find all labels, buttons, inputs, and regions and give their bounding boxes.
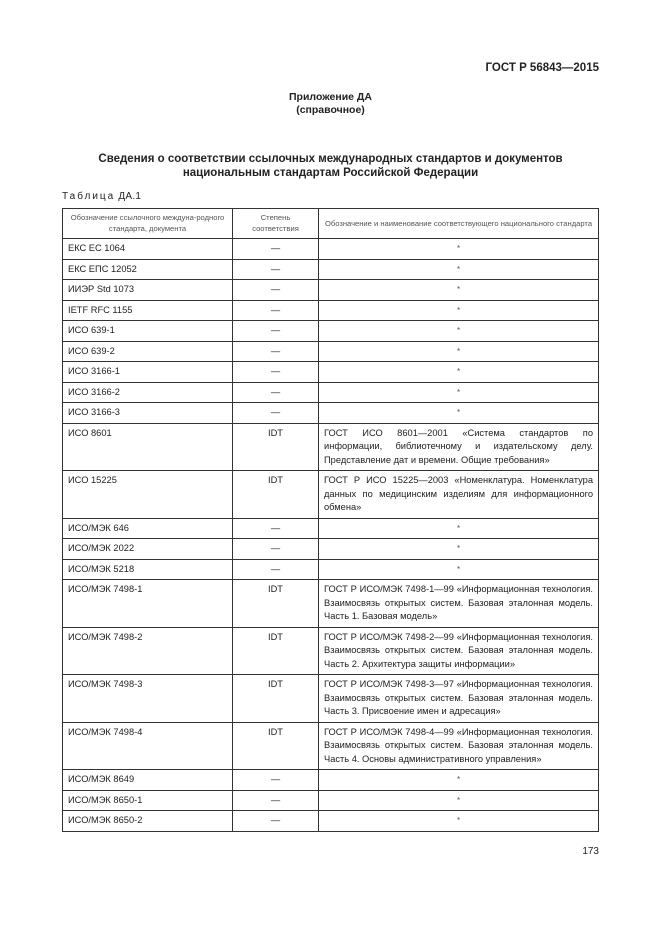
table-row: ЕКС ЕС 1064— * xyxy=(62,238,599,260)
degree-cell: — xyxy=(232,517,319,539)
degree-cell: — xyxy=(232,381,319,403)
national-standard-cell: * xyxy=(318,361,599,383)
table-row: ИСО/МЭК 2022— * xyxy=(62,538,599,560)
degree-cell: — xyxy=(232,402,319,424)
page-number: 173 xyxy=(582,846,599,857)
national-standard-cell: ГОСТ ИСО 8601—2001 «Система стандартов п… xyxy=(318,422,599,471)
table-caption-number: ДА.1 xyxy=(118,191,142,202)
table-row: ИСО 639-1— * xyxy=(62,320,599,342)
degree-cell: IDT xyxy=(232,721,319,770)
national-standard-cell: * xyxy=(318,299,599,321)
reference-cell: ЕКС ЕС 1064 xyxy=(62,238,233,260)
table-row: ЕКС ЕПС 12052— * xyxy=(62,258,599,280)
reference-cell: ИСО/МЭК 7498-1 xyxy=(62,579,233,628)
national-standard-cell: * xyxy=(318,279,599,301)
table-row: ИСО/МЭК 7498-3 IDT ГОСТ Р ИСО/МЭК 7498-3—9… xyxy=(62,674,599,723)
reference-cell: ИСО 3166-1 xyxy=(62,361,233,383)
degree-cell: — xyxy=(232,279,319,301)
national-standard-cell: * xyxy=(318,340,599,362)
degree-cell: — xyxy=(232,769,319,791)
reference-cell: ИСО/МЭК 2022 xyxy=(62,538,233,560)
section-title-line1: Сведения о соответствии ссылочных междун… xyxy=(98,153,563,165)
table-caption-word: Таблица xyxy=(62,191,116,202)
degree-cell: — xyxy=(232,320,319,342)
reference-cell: ИСО/МЭК 8650-1 xyxy=(62,789,233,811)
table-row: ИСО 3166-1— * xyxy=(62,361,599,383)
appendix-title: Приложение ДА xyxy=(289,91,372,103)
appendix-subtitle: (справочное) xyxy=(296,104,365,116)
reference-cell: ИСО 8601 xyxy=(62,422,233,471)
reference-cell: ИСО/МЭК 5218 xyxy=(62,558,233,580)
degree-cell: IDT xyxy=(232,626,319,675)
degree-cell: — xyxy=(232,299,319,321)
reference-cell: ИСО 3166-3 xyxy=(62,402,233,424)
national-standard-cell: * xyxy=(318,769,599,791)
national-standard-cell: * xyxy=(318,789,599,811)
national-standard-cell: ГОСТ Р ИСО/МЭК 7498-2—99 «Информационная… xyxy=(318,626,599,675)
table-row: ИСО 15225 IDT ГОСТ Р ИСО 15225—2003 «Номен… xyxy=(62,470,599,519)
reference-cell: ИСО/МЭК 8649 xyxy=(62,769,233,791)
reference-cell: ИСО 639-1 xyxy=(62,320,233,342)
national-standard-cell: * xyxy=(318,320,599,342)
table-caption: Таблица ДА.1 xyxy=(62,191,141,202)
degree-cell: — xyxy=(232,258,319,280)
table-row: ИСО/МЭК 7498-2 IDT ГОСТ Р ИСО/МЭК 7498-2—9… xyxy=(62,626,599,675)
table-row: ИСО 3166-2— * xyxy=(62,381,599,403)
reference-cell: IETF RFC 1155 xyxy=(62,299,233,321)
degree-cell: IDT xyxy=(232,674,319,723)
degree-cell: — xyxy=(232,810,319,832)
section-title: Сведения о соответствии ссылочных междун… xyxy=(0,152,661,180)
table-row: ИИЭР Std 1073— * xyxy=(62,279,599,301)
national-standard-cell: * xyxy=(318,258,599,280)
national-standard-cell: * xyxy=(318,238,599,260)
table-header-row: Обозначение ссылочного междуна-родного с… xyxy=(62,208,599,239)
reference-cell: ИСО 3166-2 xyxy=(62,381,233,403)
national-standard-cell: * xyxy=(318,517,599,539)
reference-cell: ИСО 15225 xyxy=(62,470,233,519)
reference-cell: ИСО/МЭК 7498-2 xyxy=(62,626,233,675)
reference-cell: ИСО/МЭК 8650-2 xyxy=(62,810,233,832)
national-standard-cell: ГОСТ Р ИСО/МЭК 7498-4—99 «Информационная… xyxy=(318,721,599,770)
national-standard-cell: ГОСТ Р ИСО/МЭК 7498-1—99 «Информационная… xyxy=(318,579,599,628)
national-standard-cell: * xyxy=(318,381,599,403)
degree-cell: — xyxy=(232,538,319,560)
table-row: ИСО 639-2— * xyxy=(62,340,599,362)
table-row: ИСО/МЭК 7498-4 IDT ГОСТ Р ИСО/МЭК 7498-4—9… xyxy=(62,721,599,770)
table-row: IETF RFC 1155— * xyxy=(62,299,599,321)
table-row: ИСО/МЭК 646— * xyxy=(62,517,599,539)
table-row: ИСО/МЭК 7498-1 IDT ГОСТ Р ИСО/МЭК 7498-1—9… xyxy=(62,579,599,628)
national-standard-cell: * xyxy=(318,538,599,560)
national-standard-cell: * xyxy=(318,402,599,424)
table-row: ИСО/МЭК 8649— * xyxy=(62,769,599,791)
degree-cell: IDT xyxy=(232,422,319,471)
table-row: ИСО 3166-3— * xyxy=(62,402,599,424)
document-id: ГОСТ Р 56843—2015 xyxy=(485,62,599,74)
degree-cell: IDT xyxy=(232,470,319,519)
header-degree: Степень соответствия xyxy=(232,208,319,239)
section-title-line2: национальным стандартам Российской Федер… xyxy=(182,167,479,179)
degree-cell: — xyxy=(232,340,319,362)
national-standard-cell: ГОСТ Р ИСО/МЭК 7498-3—97 «Информационная… xyxy=(318,674,599,723)
standards-table: Обозначение ссылочного междуна-родного с… xyxy=(62,208,599,832)
national-standard-cell: ГОСТ Р ИСО 15225—2003 «Номенклатура. Ном… xyxy=(318,470,599,519)
table-row: ИСО/МЭК 8650-1— * xyxy=(62,789,599,811)
national-standard-cell: * xyxy=(318,810,599,832)
reference-cell: ИСО/МЭК 7498-3 xyxy=(62,674,233,723)
reference-cell: ИСО/МЭК 646 xyxy=(62,517,233,539)
degree-cell: — xyxy=(232,238,319,260)
degree-cell: — xyxy=(232,789,319,811)
degree-cell: — xyxy=(232,361,319,383)
table-row: ИСО/МЭК 5218— * xyxy=(62,558,599,580)
header-national: Обозначение и наименование соответствующ… xyxy=(318,208,599,239)
reference-cell: ИСО/МЭК 7498-4 xyxy=(62,721,233,770)
degree-cell: IDT xyxy=(232,579,319,628)
degree-cell: — xyxy=(232,558,319,580)
header-reference: Обозначение ссылочного междуна-родного с… xyxy=(62,208,233,239)
reference-cell: ИИЭР Std 1073 xyxy=(62,279,233,301)
table-row: ИСО/МЭК 8650-2— * xyxy=(62,810,599,832)
national-standard-cell: * xyxy=(318,558,599,580)
reference-cell: ЕКС ЕПС 12052 xyxy=(62,258,233,280)
table-row: ИСО 8601 IDT ГОСТ ИСО 8601—2001 «Система с… xyxy=(62,422,599,471)
reference-cell: ИСО 639-2 xyxy=(62,340,233,362)
